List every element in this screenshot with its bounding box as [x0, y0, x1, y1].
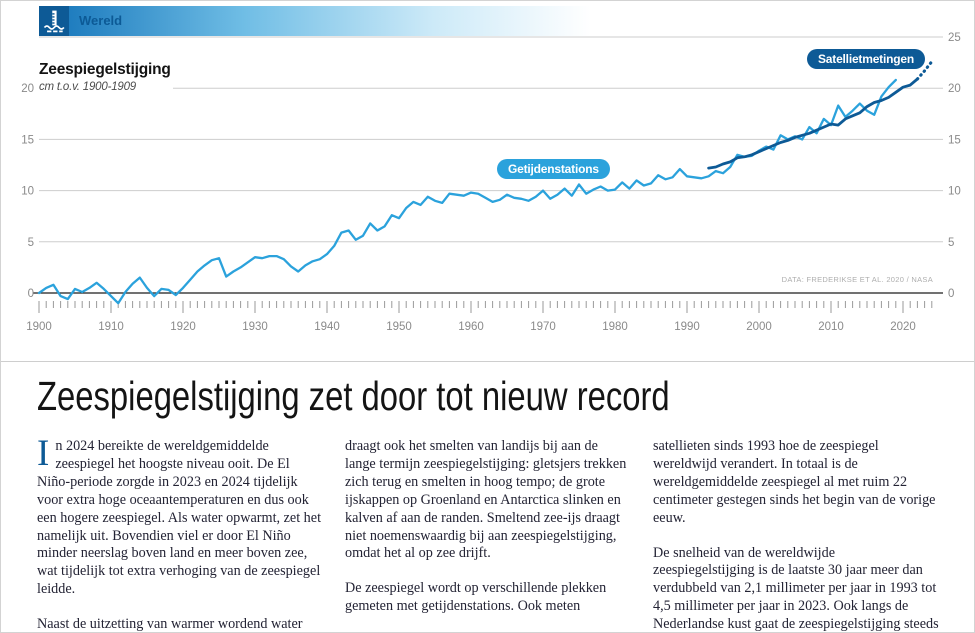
svg-text:1910: 1910: [98, 321, 124, 333]
svg-text:1930: 1930: [242, 321, 268, 333]
section-divider: [1, 361, 974, 362]
svg-text:5: 5: [28, 237, 34, 249]
svg-text:2010: 2010: [818, 321, 844, 333]
paragraph: De zeespiegel wordt op verschillende ple…: [345, 580, 607, 615]
series-getijdenstations: [37, 78, 897, 305]
article-headline: Zeespiegelstijging zet door tot nieuw re…: [37, 373, 670, 419]
paragraph: satellieten sinds 1993 hoe de zeespiegel…: [653, 438, 936, 526]
tide-gauge-icon: [39, 6, 69, 36]
svg-text:1920: 1920: [170, 321, 196, 333]
svg-text:0: 0: [28, 288, 34, 300]
chart-subtitle: cm t.o.v. 1900-1909: [39, 81, 136, 93]
article-column-2: draagt ook het smelten van landijs bij a…: [345, 438, 632, 632]
tide-gauge-glyph: [43, 10, 65, 33]
series-satellietmetingen-provisional: [915, 60, 934, 81]
svg-text:1990: 1990: [674, 321, 700, 333]
chart-title: Zeespiegelstijging: [39, 61, 171, 78]
sea-level-chart: 1900 1910 1920 1930 1940 1950 1960 1970 1980 1990…: [21, 32, 961, 333]
svg-text:1900: 1900: [26, 321, 52, 333]
y-axis-labels: 0 0 5 5 10 10 15 15 20 20 25: [21, 32, 961, 300]
paragraph: Naast de uitzetting van warmer wordend w…: [37, 616, 303, 633]
svg-text:10: 10: [948, 186, 961, 198]
y-gridlines: [39, 36, 943, 243]
svg-text:2000: 2000: [746, 321, 772, 333]
svg-text:15: 15: [948, 134, 961, 146]
series-satellietmetingen: [707, 77, 919, 170]
svg-text:1950: 1950: [386, 321, 412, 333]
svg-text:1970: 1970: [530, 321, 556, 333]
svg-text:2020: 2020: [890, 321, 916, 333]
legend-badge-getijdenstations: Getijdenstations: [497, 159, 610, 179]
svg-text:10: 10: [21, 186, 34, 198]
x-axis-labels: 1900 1910 1920 1930 1940 1950 1960 1970 1980 1990…: [26, 321, 916, 333]
svg-text:5: 5: [948, 237, 954, 249]
x-axis-ticks: [38, 301, 933, 313]
svg-text:0: 0: [948, 288, 954, 300]
paragraph: De snelheid van de wereldwijde zeespiege…: [653, 544, 939, 633]
svg-text:1960: 1960: [458, 321, 484, 333]
paragraph: draagt ook het smelten van landijs bij a…: [345, 438, 627, 562]
tab-label: Wereld: [79, 13, 123, 28]
svg-text:25: 25: [948, 32, 961, 44]
data-credit: DATA: FREDERIKSE ET AL. 2020 / NASA: [781, 275, 933, 284]
svg-text:20: 20: [948, 83, 961, 95]
svg-text:1980: 1980: [602, 321, 628, 333]
legend-badge-satellietmetingen: Satellietmetingen: [807, 49, 925, 69]
header-tab-wereld[interactable]: Wereld: [69, 6, 939, 36]
svg-text:20: 20: [21, 83, 34, 95]
drop-cap: I: [37, 433, 50, 474]
svg-text:1940: 1940: [314, 321, 340, 333]
article-column-3: satellieten sinds 1993 hoe de zeespiegel…: [653, 438, 940, 633]
svg-text:15: 15: [21, 134, 34, 146]
